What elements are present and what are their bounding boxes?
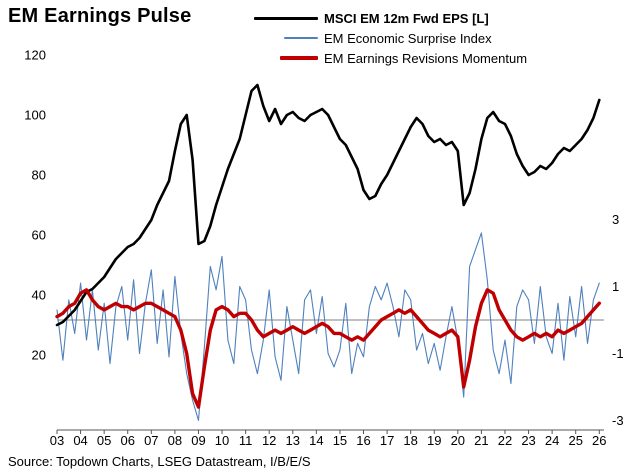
legend-item-eps: MSCI EM 12m Fwd EPS [L] — [248, 8, 628, 28]
x-axis-tick-label: 03 — [50, 433, 64, 448]
x-axis-tick-label: 19 — [427, 433, 441, 448]
x-axis-tick-label: 04 — [73, 433, 87, 448]
x-axis-tick-label: 15 — [333, 433, 347, 448]
eps-line-sample-icon — [254, 16, 318, 20]
left-axis-tick-label: 80 — [32, 168, 46, 183]
x-axis-tick-label: 21 — [474, 433, 488, 448]
x-axis-tick-label: 17 — [380, 433, 394, 448]
x-axis-tick-label: 24 — [545, 433, 559, 448]
x-axis-tick-label: 08 — [168, 433, 182, 448]
legend-label-momentum: EM Earnings Revisions Momentum — [324, 50, 528, 66]
surprise-line — [56, 232, 600, 422]
right-axis-tick-label: 1 — [612, 279, 619, 294]
momentum-line — [55, 288, 601, 409]
x-axis-tick-label: 26 — [592, 433, 606, 448]
x-axis-tick-label: 11 — [239, 433, 253, 448]
x-axis-tick-label: 10 — [215, 433, 229, 448]
x-axis-tick-label: 09 — [191, 433, 205, 448]
chart-title: EM Earnings Pulse — [8, 5, 192, 27]
x-axis-tick-label: 16 — [356, 433, 370, 448]
legend-line-wrap — [248, 37, 318, 39]
x-axis-tick-label: 25 — [568, 433, 582, 448]
right-axis-tick-label: -3 — [612, 413, 624, 428]
x-axis-tick-label: 13 — [286, 433, 300, 448]
x-axis-tick-label: 23 — [521, 433, 535, 448]
eps-line — [55, 83, 601, 327]
x-axis-tick-label: 06 — [120, 433, 134, 448]
legend-label-surprise: EM Economic Surprise Index — [324, 30, 492, 46]
x-axis-tick-label: 12 — [262, 433, 276, 448]
legend-item-momentum: EM Earnings Revisions Momentum — [248, 48, 628, 68]
momentum-line-sample-icon — [280, 56, 318, 60]
x-axis-tick-label: 20 — [451, 433, 465, 448]
left-axis-tick-label: 20 — [32, 348, 46, 363]
x-axis-tick-label: 18 — [403, 433, 417, 448]
x-axis-tick-label: 07 — [144, 433, 158, 448]
legend-item-surprise: EM Economic Surprise Index — [248, 28, 628, 48]
left-axis-tick-label: 120 — [24, 48, 46, 63]
right-axis-tick-label: -1 — [612, 346, 624, 361]
right-axis-tick-label: 3 — [612, 212, 619, 227]
left-axis-tick-label: 60 — [32, 228, 46, 243]
left-axis-tick-label: 100 — [24, 108, 46, 123]
x-axis-tick-label: 05 — [97, 433, 111, 448]
legend-line-wrap — [248, 56, 318, 60]
source-note: Source: Topdown Charts, LSEG Datastream,… — [8, 454, 311, 469]
surprise-line-sample-icon — [284, 37, 318, 39]
left-axis-tick-label: 40 — [32, 288, 46, 303]
chart-legend: MSCI EM 12m Fwd EPS [L] EM Economic Surp… — [248, 8, 628, 68]
legend-label-eps: MSCI EM 12m Fwd EPS [L] — [324, 10, 489, 26]
legend-line-wrap — [248, 16, 318, 20]
x-axis-tick-label: 22 — [498, 433, 512, 448]
x-axis-tick-label: 14 — [309, 433, 323, 448]
